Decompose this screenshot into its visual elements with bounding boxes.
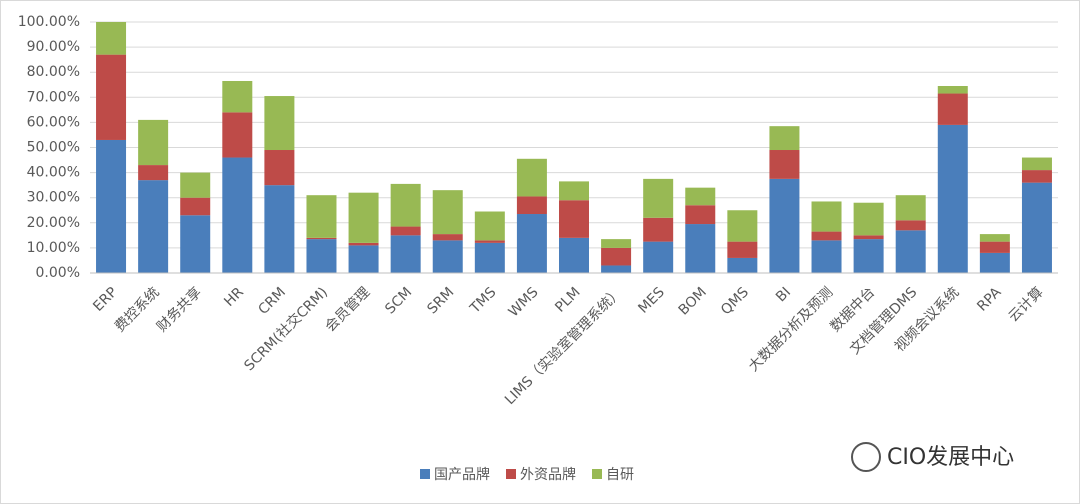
y-tick-label: 30.00% [27, 190, 80, 206]
bar-segment [979, 234, 1010, 242]
bar-segment [222, 157, 253, 273]
bar-segment [474, 242, 505, 273]
bar-segment [853, 202, 884, 236]
bar-segment [769, 150, 800, 179]
legend-label: 自研 [606, 467, 634, 483]
legend-label: 外资品牌 [520, 466, 576, 483]
y-tick-label: 60.00% [27, 114, 80, 130]
bar-segment [516, 158, 547, 197]
y-tick-label: 40.00% [27, 165, 80, 181]
bar-segment [811, 231, 842, 241]
bar-segment [474, 240, 505, 243]
bar-segment [601, 247, 632, 266]
bar-segment [643, 241, 674, 273]
bar-segment [559, 200, 589, 238]
bar-segment [853, 239, 884, 273]
y-tick-label: 70.00% [27, 89, 80, 105]
legend-swatch [592, 469, 602, 479]
bar-segment [727, 241, 758, 258]
bar-segment [811, 201, 842, 232]
bar-segment [222, 80, 253, 113]
y-tick-label: 50.00% [27, 140, 80, 156]
bar-segment [811, 240, 842, 273]
bar-segment [138, 180, 169, 273]
y-tick-label: 90.00% [27, 39, 80, 55]
bar-segment [685, 187, 716, 206]
bar-segment [432, 240, 463, 273]
bar-segment [474, 211, 505, 241]
bar-segment [1021, 157, 1052, 171]
bar-segment [937, 124, 968, 273]
bar-segment [979, 252, 1010, 273]
bar-segment [979, 241, 1010, 253]
bar-segment [895, 230, 926, 273]
bar-segment [769, 126, 800, 151]
y-tick-label: 100.00% [18, 14, 80, 30]
bar-segment [306, 239, 337, 273]
bar-segment [1021, 170, 1052, 183]
y-tick-label: 80.00% [27, 64, 80, 80]
bar-segment [306, 195, 337, 238]
bar-segment [264, 96, 295, 151]
bar-segment [727, 210, 758, 242]
bar-segment [306, 237, 337, 240]
y-tick-label: 20.00% [27, 215, 80, 231]
brand-icon [851, 442, 881, 472]
bar-segment [516, 214, 547, 273]
bar-segment [937, 86, 968, 94]
y-tick-label: 10.00% [27, 240, 80, 256]
bar-segment [516, 196, 547, 215]
bar-segment [685, 224, 716, 273]
bar-segment [180, 215, 211, 273]
bar-segment [348, 245, 379, 273]
legend-label: 国产品牌 [434, 466, 490, 483]
bar-segment [96, 139, 127, 273]
bar-segment [601, 265, 632, 273]
brand-logo: CIO发展中心 [851, 442, 1014, 472]
bar-segment [390, 235, 421, 273]
bar-segment [222, 112, 253, 158]
bar-segment [559, 181, 589, 201]
bar-segment [559, 237, 589, 273]
bar-segment [180, 197, 211, 216]
bar-segment [769, 178, 800, 273]
bar-segment [96, 54, 127, 140]
bar-segment [432, 190, 463, 235]
legend-swatch [420, 469, 430, 479]
bar-segment [853, 235, 884, 240]
bar-segment [390, 183, 421, 227]
bar-segment [937, 93, 968, 125]
bar-segment [685, 205, 716, 225]
bar-segment [432, 234, 463, 241]
y-tick-label: 0.00% [36, 265, 80, 281]
legend-swatch [506, 469, 516, 479]
bar-segment [348, 192, 379, 243]
bar-segment [727, 257, 758, 273]
bar-segment [138, 165, 169, 181]
bar-segment [96, 22, 127, 55]
bar-segment [264, 185, 295, 273]
bar-segment [895, 220, 926, 231]
bar-segment [180, 172, 211, 198]
bar-segment [643, 178, 674, 218]
bar-segment [895, 195, 926, 221]
legend: 国产品牌 外资品牌 自研 [420, 466, 634, 483]
bar-segment [390, 226, 421, 236]
bar-segment [264, 150, 295, 186]
bar-segment [643, 217, 674, 242]
brand-text: CIO发展中心 [887, 445, 1014, 470]
bar-segment [1021, 182, 1052, 273]
bar-segment [138, 119, 169, 166]
bar-segment [348, 242, 379, 246]
bar-segment [601, 239, 632, 248]
